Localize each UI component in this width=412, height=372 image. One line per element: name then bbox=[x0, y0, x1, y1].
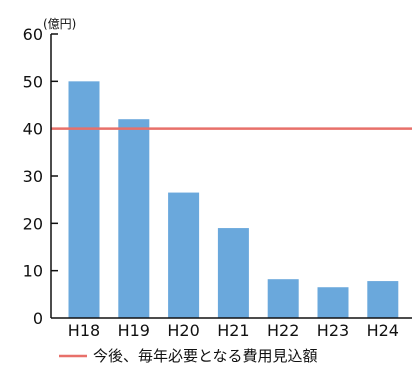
x-tick-label: H22 bbox=[267, 321, 299, 340]
y-axis-unit-label: (億円) bbox=[43, 17, 76, 31]
x-axis: H18 H19 H20 H21 H22 H23 H24 bbox=[68, 321, 399, 340]
bar-h21 bbox=[217, 228, 249, 318]
bar-h22 bbox=[267, 279, 299, 318]
bar-h24 bbox=[367, 281, 399, 318]
bar-h19 bbox=[118, 119, 150, 318]
y-tick-label: 20 bbox=[23, 214, 43, 233]
legend-label-reference-line: 今後、毎年必要となる費用見込額 bbox=[93, 347, 318, 365]
x-tick-label: H20 bbox=[167, 321, 199, 340]
y-axis: 0 10 20 30 40 50 60 bbox=[23, 25, 58, 328]
x-tick-label: H19 bbox=[118, 321, 150, 340]
x-tick-label: H23 bbox=[317, 321, 349, 340]
y-tick-label: 0 bbox=[33, 309, 43, 328]
y-tick-label: 60 bbox=[23, 25, 43, 44]
y-tick-label: 50 bbox=[23, 72, 43, 91]
y-tick-label: 30 bbox=[23, 167, 43, 186]
bar-h23 bbox=[317, 287, 349, 318]
x-tick-label: H21 bbox=[217, 321, 249, 340]
x-tick-label: H24 bbox=[367, 321, 399, 340]
bar-h18 bbox=[68, 81, 100, 318]
y-tick-label: 40 bbox=[23, 120, 43, 139]
axes bbox=[50, 34, 412, 319]
y-tick-label: 10 bbox=[23, 262, 43, 281]
bars bbox=[68, 81, 399, 318]
x-tick-label: H18 bbox=[68, 321, 100, 340]
bar-h20 bbox=[168, 192, 200, 318]
legend: 今後、毎年必要となる費用見込額 bbox=[59, 347, 318, 365]
